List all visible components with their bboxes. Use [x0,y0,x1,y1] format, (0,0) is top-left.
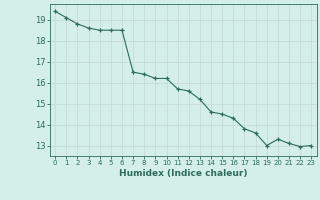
X-axis label: Humidex (Indice chaleur): Humidex (Indice chaleur) [119,169,247,178]
